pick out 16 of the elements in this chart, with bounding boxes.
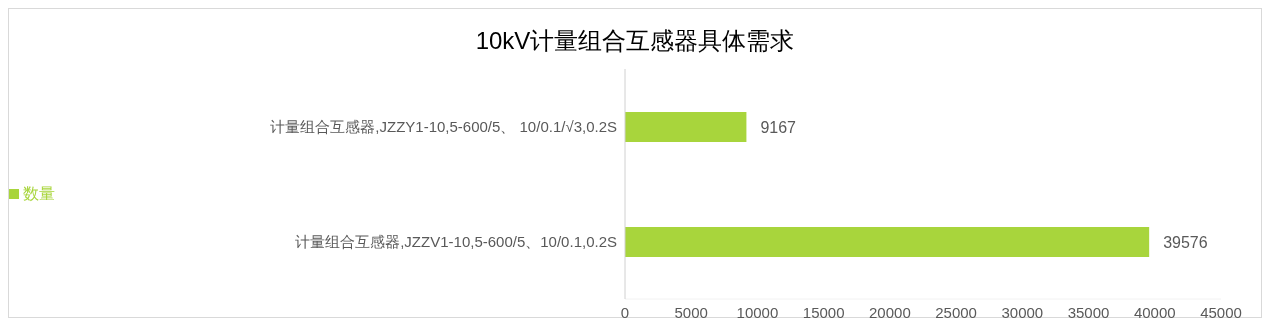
x-tick-label: 30000: [1001, 303, 1044, 321]
chart-title: 10kV计量组合互感器具体需求: [474, 26, 796, 56]
data-label: 9167: [760, 118, 797, 136]
data-label: 39576: [1163, 233, 1208, 251]
x-tick-label: 20000: [869, 303, 911, 321]
x-tick-label: 10000: [736, 303, 779, 321]
x-tick-label: 25000: [935, 303, 977, 321]
x-tick-label: 45000: [1200, 303, 1242, 321]
x-tick-label: 15000: [802, 303, 845, 321]
y-tick-label: 计量组合互感器,JZZV1-10,5-600/5、10/0.1,0.2S: [295, 232, 617, 250]
legend-label: 数量: [23, 184, 55, 202]
x-tick-label: 5000: [674, 303, 708, 321]
x-tick-label: 35000: [1067, 303, 1110, 321]
x-tick-label: 40000: [1133, 303, 1176, 321]
x-tick-label: 0: [620, 303, 630, 321]
y-tick-label: 计量组合互感器,JZZY1-10,5-600/5、 10/0.1/√3,0.2S: [270, 117, 617, 135]
